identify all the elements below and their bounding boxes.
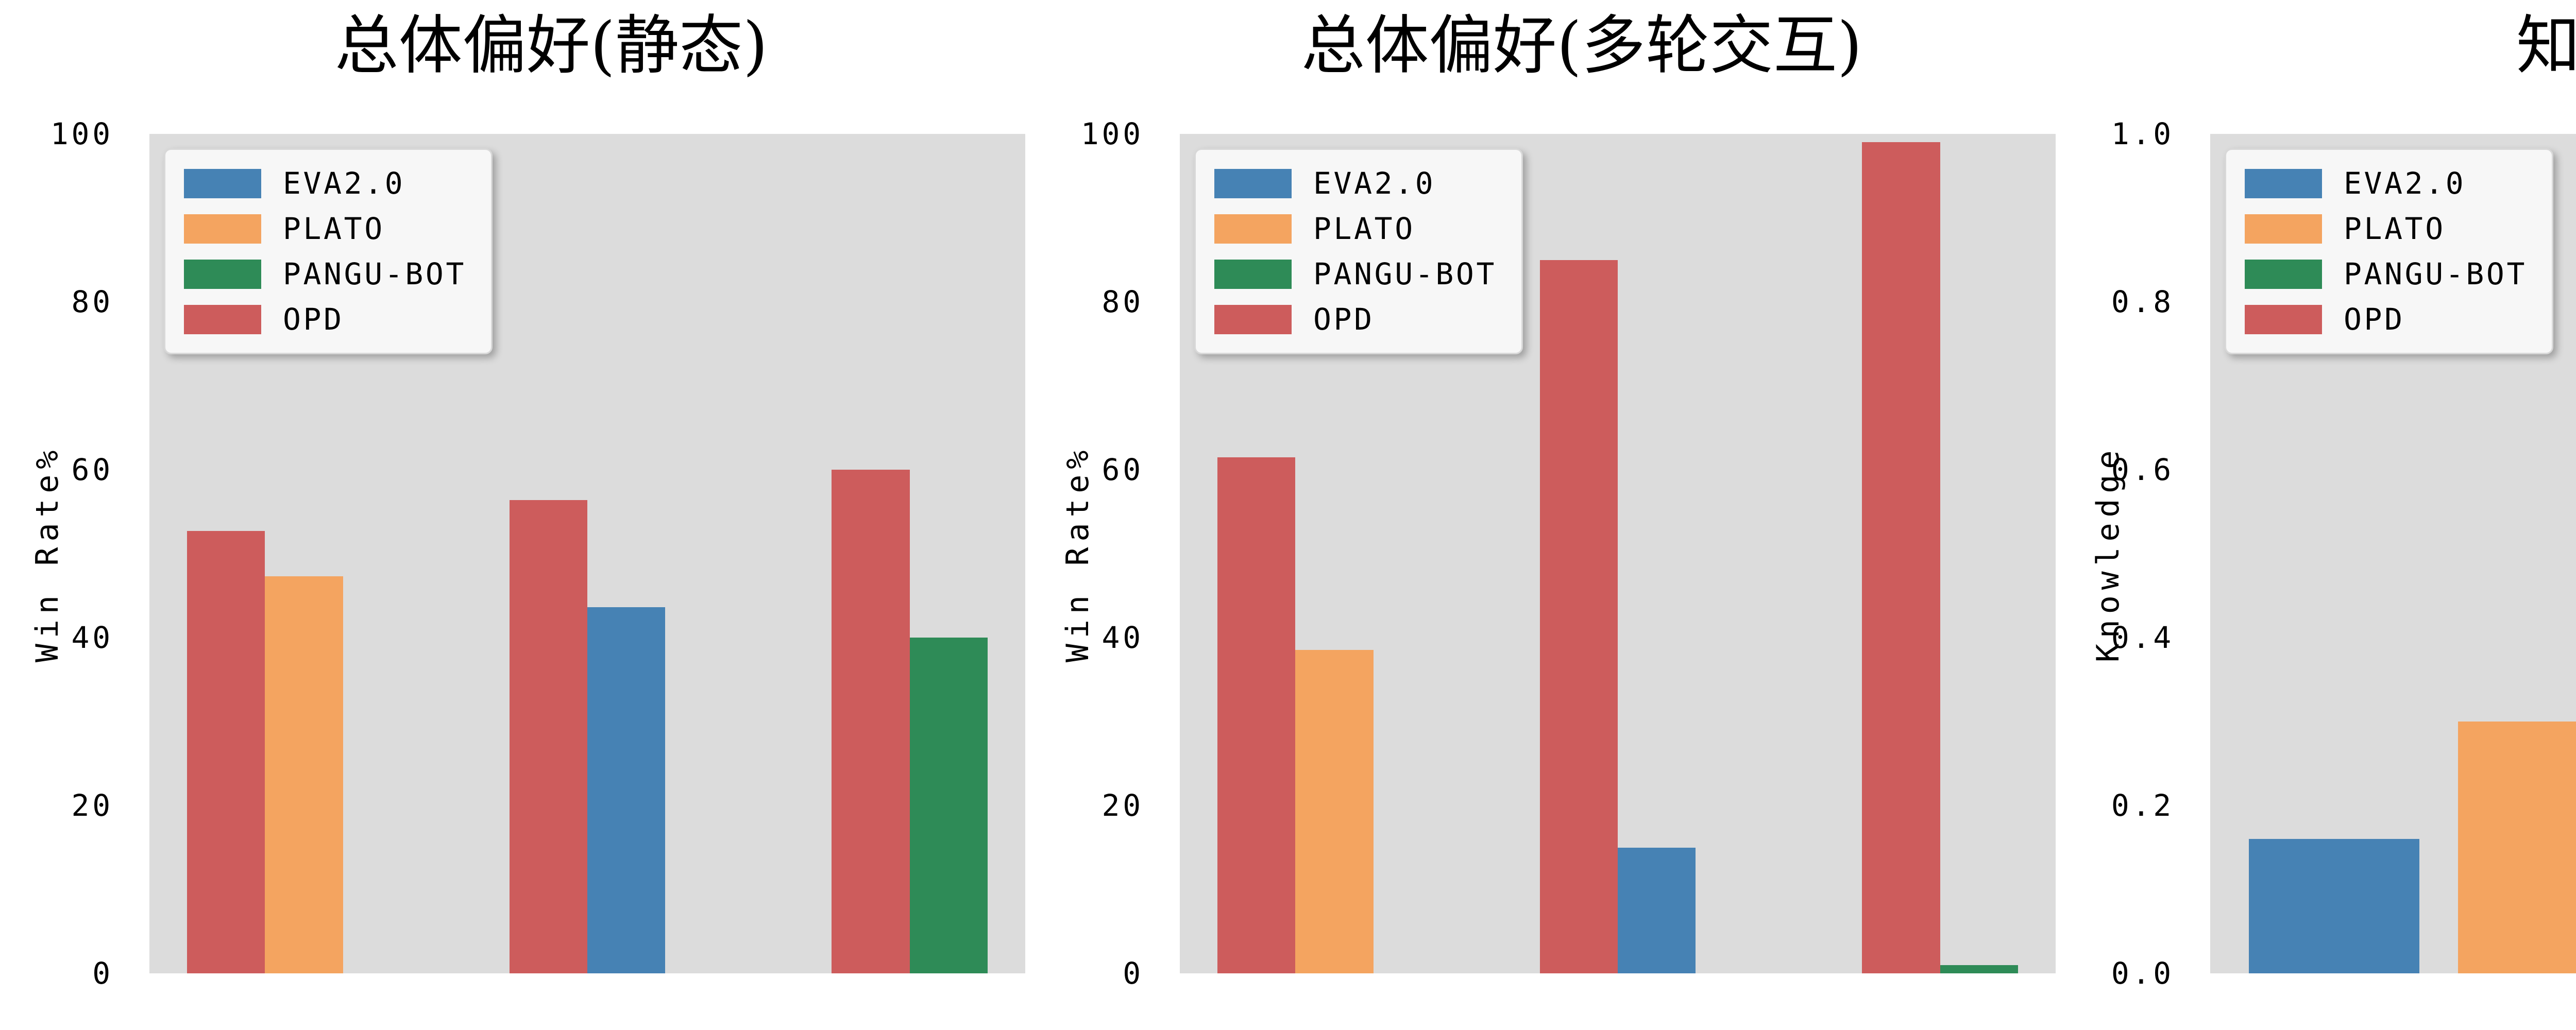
y-tick-label: 100 — [50, 116, 113, 151]
legend-swatch-EVA2.0 — [2245, 168, 2322, 198]
bar-OPD — [1539, 260, 1618, 973]
legend-item-OPD: OPD — [184, 304, 466, 334]
legend-swatch-OPD — [184, 304, 261, 334]
chart-title: 总体偏好(静态) — [334, 9, 768, 83]
y-tick-label: 0 — [1123, 956, 1144, 991]
y-tick-label: 60 — [71, 452, 113, 487]
bar-OPD — [1217, 457, 1296, 973]
bars-layer — [1180, 134, 2056, 973]
legend-label: PLATO — [283, 211, 385, 246]
plot-area: EVA2.0 PLATO PANGU-BOT OPD — [149, 134, 1025, 973]
y-tick-label: 0 — [92, 956, 113, 991]
legend-swatch-PLATO — [2245, 214, 2322, 244]
legend: EVA2.0 PLATO PANGU-BOT OPD — [164, 148, 493, 354]
legend-swatch-PLATO — [1214, 214, 1292, 244]
bar-PLATO — [265, 576, 343, 973]
y-tick-label: 100 — [1080, 116, 1144, 151]
legend-item-PANGU-BOT: PANGU-BOT — [184, 259, 466, 289]
chart-title: 知识性 — [2516, 9, 2576, 83]
y-tick-label: 40 — [1101, 620, 1144, 655]
legend: EVA2.0 PLATO PANGU-BOT OPD — [1194, 148, 1523, 354]
bar-EVA2.0 — [1618, 847, 1696, 973]
y-tick-label: 0.2 — [2111, 788, 2174, 823]
legend-swatch-PLATO — [184, 214, 261, 244]
legend-item-PLATO: PLATO — [184, 214, 466, 244]
legend-label: PANGU-BOT — [2344, 256, 2528, 291]
legend-label: OPD — [1313, 302, 1375, 337]
legend-swatch-PANGU-BOT — [1214, 259, 1292, 289]
bars-layer — [2210, 134, 2576, 973]
bar-OPD — [187, 531, 265, 973]
legend-item-EVA2.0: EVA2.0 — [184, 168, 466, 198]
bar-PANGU-BOT — [909, 638, 988, 973]
legend-label: OPD — [2344, 302, 2405, 337]
y-tick-label: 0.0 — [2111, 956, 2174, 991]
y-tick-label: 20 — [1101, 788, 1144, 823]
plot-area: EVA2.0 PLATO PANGU-BOT OPD — [1180, 134, 2056, 973]
legend-label: EVA2.0 — [2344, 166, 2466, 201]
legend-swatch-PANGU-BOT — [184, 259, 261, 289]
legend-item-PANGU-BOT: PANGU-BOT — [2245, 259, 2527, 289]
y-tick-label: 0.6 — [2111, 452, 2174, 487]
legend-label: PLATO — [1313, 211, 1415, 246]
legend-label: PANGU-BOT — [1313, 256, 1497, 291]
legend-item-OPD: OPD — [2245, 304, 2527, 334]
bar-PANGU-BOT — [1940, 965, 2018, 973]
subplot-overall-preference-static: 总体偏好(静态) Win Rate% 0 20 40 60 80 100 EVA2.0 PL… — [0, 0, 1030, 1030]
legend-item-EVA2.0: EVA2.0 — [1214, 168, 1497, 198]
bar-OPD — [509, 500, 587, 973]
legend-label: OPD — [283, 302, 344, 337]
y-tick-label: 80 — [71, 284, 113, 319]
y-axis-ticks: 0.0 0.2 0.4 0.6 0.8 1.0 — [2061, 119, 2187, 988]
bar-EVA2.0 — [587, 607, 666, 973]
plot-area: EVA2.0 PLATO PANGU-BOT OPD — [2210, 134, 2576, 973]
legend-item-PLATO: PLATO — [2245, 214, 2527, 244]
y-tick-label: 80 — [1101, 284, 1144, 319]
bar-EVA2.0 — [2248, 839, 2420, 973]
legend-item-PLATO: PLATO — [1214, 214, 1497, 244]
legend-swatch-OPD — [1214, 304, 1292, 334]
subplot-knowledge: 知识性 Knowledge 0.00.20.40.60.81.0 EVA2.0P… — [2061, 0, 2576, 1030]
legend-swatch-PANGU-BOT — [2245, 259, 2322, 289]
legend-swatch-EVA2.0 — [1214, 168, 1292, 198]
bar-OPD — [1862, 142, 1940, 973]
y-tick-label: 40 — [71, 620, 113, 655]
y-tick-label: 0.4 — [2111, 620, 2174, 655]
legend: EVA2.0 PLATO PANGU-BOT OPD — [2225, 148, 2554, 354]
y-axis-ticks: 0 20 40 60 80 100 — [0, 119, 126, 988]
y-tick-label: 60 — [1101, 452, 1144, 487]
bar-OPD — [832, 470, 910, 973]
chart-title: 总体偏好(多轮交互) — [1301, 9, 1862, 83]
legend-label: EVA2.0 — [283, 166, 405, 201]
legend-swatch-OPD — [2245, 304, 2322, 334]
legend-item-OPD: OPD — [1214, 304, 1497, 334]
y-tick-label: 0.8 — [2111, 284, 2174, 319]
legend-item-EVA2.0: EVA2.0 — [2245, 168, 2527, 198]
bars-layer — [149, 134, 1025, 973]
bar-PLATO — [2458, 722, 2576, 973]
bar-PLATO — [1295, 650, 1374, 973]
subplot-overall-preference-multiturn: 总体偏好(多轮交互) Win Rate% 0 20 40 60 80 100 EVA2.0… — [1030, 0, 2061, 1030]
legend-swatch-EVA2.0 — [184, 168, 261, 198]
legend-label: EVA2.0 — [1313, 166, 1436, 201]
legend-label: PANGU-BOT — [283, 256, 467, 291]
legend-item-PANGU-BOT: PANGU-BOT — [1214, 259, 1497, 289]
legend-label: PLATO — [2344, 211, 2446, 246]
y-tick-label: 20 — [71, 788, 113, 823]
y-axis-ticks: 0 20 40 60 80 100 — [1030, 119, 1157, 988]
y-tick-label: 1.0 — [2111, 116, 2174, 151]
